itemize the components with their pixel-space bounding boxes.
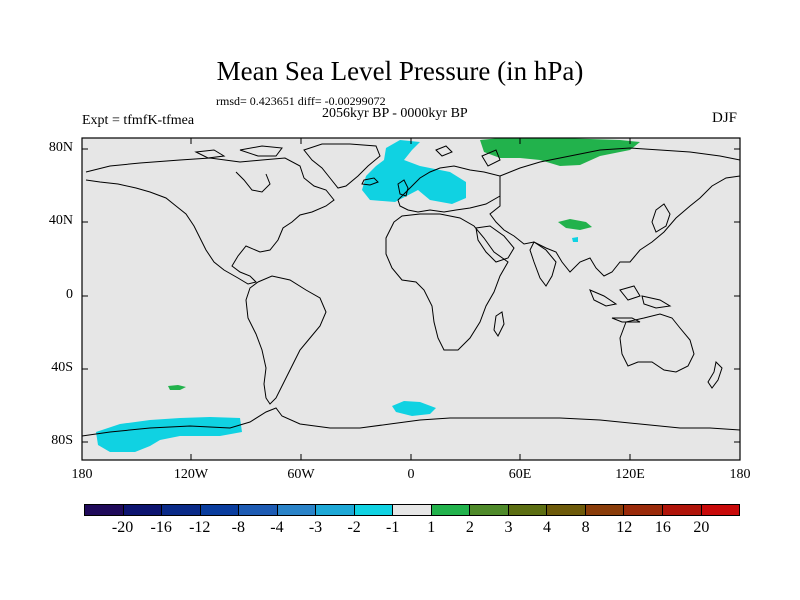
anomaly-negative-small-blob	[572, 237, 578, 242]
experiment-label: Expt = tfmfK-tfmea	[82, 113, 195, 128]
colorbar-swatch	[85, 505, 124, 515]
colorbar-label: 20	[693, 519, 710, 536]
coast-maritime-se-asia	[589, 285, 672, 323]
lon-label-120w: 120W	[173, 467, 209, 482]
colorbar-swatch	[701, 505, 740, 515]
colorbar-swatch	[200, 505, 240, 515]
coast-iceland	[361, 177, 379, 186]
coast-japan	[651, 203, 671, 233]
colorbar	[84, 504, 740, 516]
lat-label-0: 0	[66, 287, 73, 302]
colorbar-label: -1	[386, 519, 400, 536]
coast-south-america	[245, 275, 327, 405]
latitude-ticks	[82, 148, 740, 443]
colorbar-swatch	[508, 505, 548, 515]
lat-label-80n: 80N	[48, 140, 73, 155]
lon-label-0: 0	[407, 467, 415, 482]
colorbar-label: -20	[111, 519, 134, 536]
lon-label-60w: 60W	[287, 467, 315, 482]
colorbar-label: -3	[308, 519, 323, 536]
lat-label-40s: 40S	[51, 360, 73, 375]
colorbar-swatch	[354, 505, 394, 515]
colorbar-swatch	[585, 505, 625, 515]
colorbar-label: 2	[465, 519, 474, 536]
coast-europe	[397, 165, 501, 213]
season-label: DJF	[712, 110, 738, 126]
lon-label-180w: 180	[71, 467, 93, 482]
map-title: Mean Sea Level Pressure (in hPa)	[216, 56, 584, 86]
coast-arabia	[475, 225, 515, 263]
colorbar-swatch	[470, 505, 509, 515]
colorbar-swatch	[393, 505, 432, 515]
coast-india	[529, 241, 557, 287]
colorbar-swatch	[123, 505, 163, 515]
anomaly-positive-siberia	[480, 138, 640, 166]
colorbar-label: 16	[654, 519, 671, 536]
anomaly-negative-north-atlantic	[362, 140, 466, 204]
anomaly-positive-tibet	[558, 219, 592, 230]
coast-madagascar	[493, 311, 505, 337]
colorbar-label: 3	[504, 519, 513, 536]
anomaly-negative-southern-ocean-pacific	[96, 417, 242, 452]
time-period-label: 2056kyr BP - 0000kyr BP	[322, 106, 468, 121]
longitude-ticks	[190, 138, 631, 460]
rmsd-diff-stats: rmsd= 0.423651 diff= -0.00299072	[216, 94, 386, 108]
colorbar-swatch	[624, 505, 663, 515]
coast-arctic-islands	[194, 145, 283, 159]
colorbar-label: 4	[543, 519, 552, 536]
colorbar-swatch	[547, 505, 586, 515]
anomaly-negative-southern-ocean-atlantic	[392, 401, 436, 416]
coast-asia	[489, 147, 741, 277]
lat-label-40n: 40N	[48, 213, 73, 228]
anomaly-positive-south-pacific	[168, 385, 186, 390]
colorbar-label: -8	[231, 519, 245, 536]
lat-label-80s: 80S	[51, 433, 73, 448]
colorbar-label: -2	[347, 519, 361, 536]
coast-hudson-bay	[235, 171, 271, 193]
colorbar-label: 12	[616, 519, 633, 536]
lon-label-120e: 120E	[615, 467, 645, 482]
colorbar-swatch	[316, 505, 355, 515]
colorbar-label: -16	[150, 519, 172, 536]
coast-australia	[619, 313, 695, 373]
lon-label-60e: 60E	[508, 467, 532, 482]
coast-greenland	[303, 143, 381, 189]
colorbar-swatch	[162, 505, 201, 515]
lon-label-180e: 180	[729, 467, 751, 482]
colorbar-swatch	[662, 505, 702, 515]
colorbar-swatch	[277, 505, 317, 515]
coastlines	[81, 143, 741, 437]
coast-new-zealand	[707, 360, 723, 389]
coast-british-isles	[397, 179, 409, 197]
colorbar-swatch	[239, 505, 278, 515]
coast-north-america	[85, 157, 335, 285]
colorbar-label: 1	[427, 519, 436, 536]
colorbar-swatch	[431, 505, 471, 515]
colorbar-label: -4	[270, 519, 284, 536]
colorbar-label: 8	[581, 519, 590, 536]
coast-africa	[385, 213, 509, 351]
coast-antarctica	[81, 407, 741, 437]
colorbar-label: -12	[189, 519, 211, 536]
coast-svalbard	[435, 145, 501, 167]
